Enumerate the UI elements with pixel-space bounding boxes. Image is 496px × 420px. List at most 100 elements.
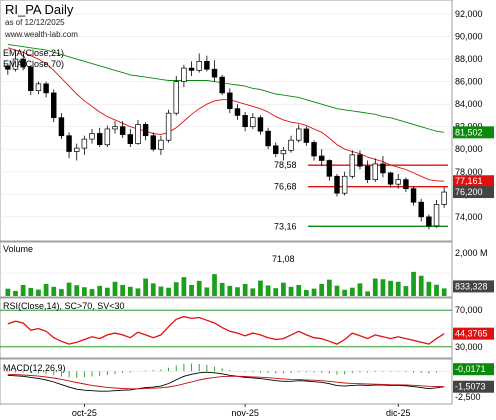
candle-body [28,66,34,91]
volume-label: Volume [3,244,33,254]
volume-bar [66,282,72,296]
candle-body [387,172,394,185]
candle-body [380,163,386,174]
level-label: 73,16 [274,221,297,231]
macd-hist-value-tag: -0,0171 [455,364,486,374]
rsi-value-tag: 44,3765 [455,329,488,339]
volume-bar [227,285,233,296]
volume-bar [5,288,11,296]
volume-tick-label: 2,000 M [455,248,488,258]
volume-bar [403,286,409,296]
candle-body [5,65,11,70]
volume-bar [434,284,439,296]
candle-body [96,133,103,146]
candle-body [196,60,202,71]
volume-bar [36,289,41,296]
volume-bar [296,284,302,296]
volume-bar [426,281,432,296]
candle-body [12,58,19,70]
volume-bar [273,288,279,296]
ema21-label: EMA(Close,21) [3,48,64,58]
price-tick-label: 88,000 [455,54,483,64]
candle-body [58,117,65,137]
price-tick-label: 74,000 [455,212,483,222]
volume-bar [212,274,217,296]
ema21-value-tag-bg [453,175,494,188]
candle-body [311,142,317,157]
volume-bar [59,289,64,296]
candle-body [20,58,26,68]
candle-body [165,112,172,141]
site-watermark: www.wealth-lab.com [4,30,78,39]
volume-bar [250,288,256,296]
candle-body [35,83,42,91]
volume-bar [288,286,294,296]
macd-value-tag-bg [453,380,494,393]
candle-body [418,201,424,218]
volume-bar [372,278,378,296]
candle-body [395,179,401,185]
macd-value-tag: -1,5073 [455,382,486,392]
price-tick-label: 84,000 [455,99,483,109]
level-label: 78,58 [274,160,297,170]
volume-bar [120,284,126,296]
chart-title: RI_PA Daily [5,2,74,17]
candle-body [273,145,279,155]
candle-body [181,67,187,82]
volume-bar [418,275,424,296]
rsi-tick-label: 30,000 [455,342,483,352]
volume-bar [82,287,87,296]
price-tick-label: 80,000 [455,144,483,154]
volume-bar [189,284,194,296]
candle-body [403,179,409,190]
candle-body [433,204,440,227]
candle-body [150,135,156,150]
rsi-label: RSI(Close,14), SC>70, SV<30 [3,301,125,311]
volume-bar [112,281,118,296]
volume-bar [127,286,133,296]
volume-bar [265,285,271,296]
price-panel-frame [0,0,453,242]
ema70-line [7,43,445,133]
candle-body [74,147,80,152]
candle-body [227,92,233,110]
ema70-value-tag-bg [453,126,494,139]
rsi-line [7,315,445,345]
candle-body [334,175,340,194]
volume-bar [342,289,348,296]
rsi-grid [0,309,452,348]
chart-date: as of 12/12/2025 [5,18,65,27]
volume-bar [219,282,225,296]
macd-tick-label: -2,500 [455,392,481,402]
candle-body [219,76,225,94]
x-tick-label: oct-25 [72,408,97,418]
ema70-value-tag: 81,502 [455,127,483,137]
volume-bar [20,284,26,296]
candle-body [43,83,49,94]
x-tick-label: nov-25 [231,408,259,418]
candle-body [204,60,210,70]
volume-bar [158,286,164,296]
macd-series [7,371,445,392]
price-tick-label: 90,000 [455,32,483,42]
price-tick-label: 86,000 [455,77,483,87]
volume-bar [43,284,49,296]
candle-body [173,81,179,114]
candle-body [242,115,248,128]
rsi-series [7,315,445,345]
candle-body [257,117,264,132]
macd-panel-frame [0,358,453,405]
candle-body [112,126,118,130]
volume-bar [334,285,340,296]
volume-bar [235,287,240,296]
volume-bar [319,284,325,296]
candle-body [51,92,57,119]
volume-value-tag: 833,328 [455,281,488,291]
volume-bar [388,280,393,296]
volume-bar [395,281,401,296]
volume-bar [357,283,363,296]
level-label: 76,68 [274,182,297,192]
rsi-tick-label: 70,000 [455,305,483,315]
candle-body [280,150,287,155]
volume-bar [89,289,95,296]
